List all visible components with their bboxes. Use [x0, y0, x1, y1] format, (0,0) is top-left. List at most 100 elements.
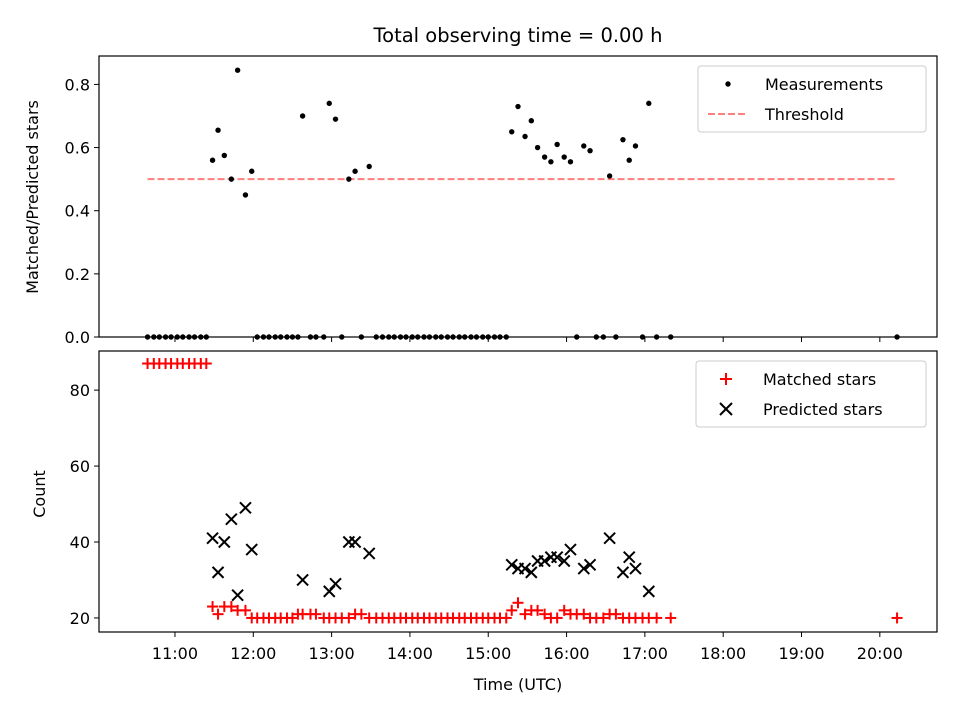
predicted-stars-point — [583, 558, 597, 571]
matched-stars-point — [500, 612, 512, 624]
bottom-legend: Matched stars Predicted stars — [695, 360, 927, 428]
measurement-point — [541, 154, 548, 160]
predicted-stars-point — [538, 554, 551, 568]
predicted-stars-legend-marker — [719, 402, 733, 416]
predicted-stars-point — [550, 550, 564, 564]
top-legend: Measurements Threshold — [697, 65, 927, 133]
predicted-stars-point — [525, 566, 538, 579]
predicted-stars-point — [558, 554, 571, 568]
measurement-point — [242, 192, 249, 198]
top-y-tick-label: 0.6 — [65, 139, 90, 158]
measurement-point — [632, 143, 639, 149]
x-tick-label: 20:00 — [857, 644, 903, 663]
x-tick-label: 15:00 — [465, 644, 511, 663]
predicted-stars-point — [505, 558, 518, 571]
predicted-stars-point — [623, 550, 636, 564]
predicted-stars-point — [518, 562, 532, 575]
x-tick-label: 16:00 — [544, 644, 590, 663]
measurement-point — [366, 163, 372, 170]
predicted-stars-point — [296, 573, 309, 587]
measurement-point — [522, 133, 528, 140]
predicted-stars-point — [348, 535, 362, 549]
x-tick-label: 12:00 — [230, 644, 276, 663]
x-tick-label: 14:00 — [387, 644, 433, 663]
predicted-stars-point — [629, 562, 642, 575]
measurement-point — [581, 143, 587, 149]
predicted-stars-point — [231, 588, 244, 602]
matched-stars-point — [532, 604, 544, 616]
bottom-x-axis: 11:00 12:00 13:00 14:00 15:00 16:00 17:00 18:00… — [152, 632, 903, 663]
matched-stars-point — [665, 612, 677, 624]
top-y-axis: 0.0 0.2 0.4 0.6 0.8 — [65, 75, 99, 347]
matched-stars-point — [597, 612, 609, 624]
bottom-legend-box — [695, 360, 927, 428]
matched-stars-point — [610, 608, 622, 620]
measurement-point — [528, 118, 535, 124]
x-axis-label: Time (UTC) — [473, 675, 562, 694]
chart-title: Total observing time = 0.00 h — [373, 24, 663, 47]
measurement-point — [626, 157, 632, 163]
measurement-point — [606, 173, 613, 179]
top-axes-frame — [98, 55, 938, 338]
matched-stars-point — [343, 612, 355, 624]
predicted-stars-point — [603, 531, 616, 545]
predicted-stars-point — [225, 513, 238, 526]
matched-stars-point — [200, 358, 212, 370]
measurement-point — [509, 129, 515, 135]
x-tick-label: 18:00 — [700, 644, 746, 663]
bottom-axes-frame — [98, 350, 938, 633]
predicted-stars-point — [211, 566, 225, 579]
bottom-plot-area — [142, 358, 903, 624]
bottom-y-axis-label: Count — [30, 470, 49, 518]
top-x-axis — [174, 337, 881, 342]
measurement-point — [352, 168, 358, 174]
measurement-point — [332, 116, 339, 122]
matched-stars-point — [207, 601, 219, 613]
threshold-legend-label: Threshold — [764, 105, 844, 124]
top-y-tick-label: 0.0 — [65, 328, 90, 347]
measurement-point — [567, 159, 574, 165]
measurement-point — [228, 176, 235, 182]
measurement-point — [534, 144, 541, 151]
predicted-stars-legend-label: Predicted stars — [763, 400, 883, 419]
top-legend-box — [697, 65, 927, 133]
predicted-stars-point — [329, 577, 342, 590]
measurement-point — [587, 148, 593, 154]
bottom-y-tick-label: 80 — [70, 381, 90, 400]
measurement-point — [209, 157, 216, 163]
bottom-y-tick-label: 20 — [70, 609, 90, 628]
matched-stars-point — [539, 608, 551, 620]
measurement-point — [326, 100, 332, 107]
matched-stars-point — [891, 612, 903, 624]
matched-stars-point — [355, 608, 367, 620]
x-tick-label: 11:00 — [152, 644, 198, 663]
predicted-stars-point — [616, 566, 630, 579]
bottom-y-axis: 20 40 60 80 — [70, 381, 99, 628]
measurement-point — [215, 127, 221, 133]
top-y-tick-label: 0.4 — [65, 202, 90, 221]
predicted-stars-point — [218, 535, 231, 549]
matched-stars-point — [551, 612, 563, 624]
bottom-y-tick-label: 60 — [70, 457, 90, 476]
matched-stars-point — [310, 608, 322, 620]
measurement-point — [548, 159, 554, 165]
matched-stars-point — [651, 612, 663, 624]
x-tick-label: 19:00 — [778, 644, 824, 663]
matched-stars-point — [225, 601, 237, 613]
measurement-point — [515, 103, 521, 110]
predicted-stars-point — [577, 562, 590, 575]
predicted-stars-point — [245, 543, 258, 556]
bottom-y-tick-label: 40 — [70, 533, 90, 552]
top-y-tick-label: 0.8 — [65, 75, 90, 94]
measurements-legend-marker — [725, 81, 731, 87]
matched-stars-point — [512, 597, 524, 609]
matched-stars-point — [558, 604, 570, 616]
predicted-stars-point — [362, 547, 376, 560]
x-tick-label: 17:00 — [622, 644, 668, 663]
matched-stars-legend-label: Matched stars — [763, 370, 876, 389]
predicted-stars-point — [642, 585, 655, 598]
measurement-point — [561, 154, 567, 160]
matched-stars-point — [239, 604, 251, 616]
